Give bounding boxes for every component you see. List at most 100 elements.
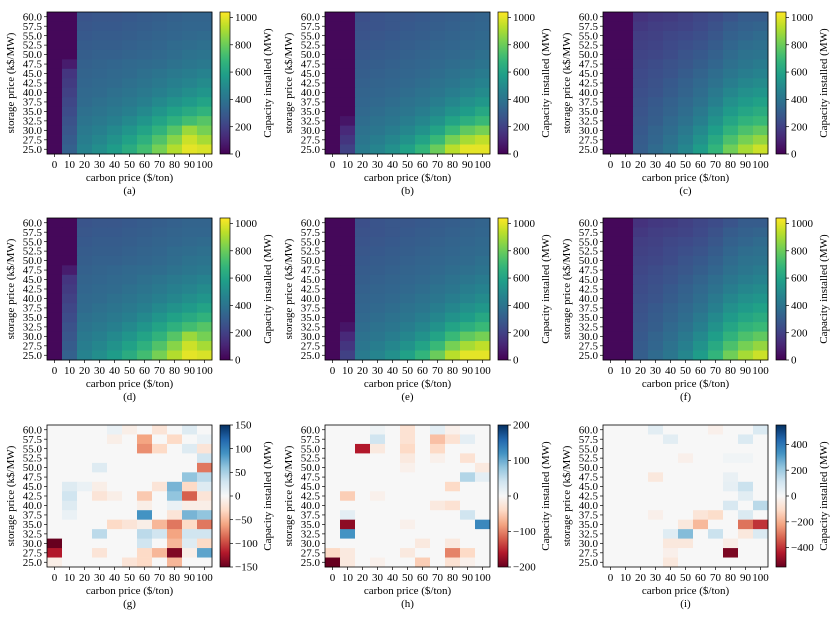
heatmap-cell [723, 125, 739, 136]
heatmap-cell [385, 49, 401, 60]
x-tick-label: 70 [432, 159, 444, 171]
heatmap-cell [415, 510, 431, 521]
heatmap-cell [355, 548, 371, 558]
heatmap-cell [618, 331, 634, 342]
heatmap-cell [152, 274, 168, 285]
heatmap-cell [137, 462, 153, 473]
heatmap-cell [753, 322, 769, 332]
heatmap-cell [92, 125, 108, 136]
heatmap-cell [678, 462, 694, 473]
colorbar-tick-label: 800 [513, 245, 530, 257]
heatmap-cell [62, 481, 78, 492]
heatmap-cell [415, 144, 431, 155]
heatmap-cell [47, 59, 63, 70]
heatmap-cell [415, 331, 431, 342]
heatmap-cell [325, 116, 341, 126]
heatmap-cell [445, 500, 461, 511]
heatmap-cell [678, 538, 694, 549]
y-tick-label: 55.0 [301, 236, 321, 248]
y-tick-label: 27.5 [301, 340, 321, 352]
y-tick-label: 25.0 [579, 350, 599, 362]
heatmap-cell [648, 218, 664, 228]
heatmap-cell [385, 322, 401, 332]
heatmap-cell [340, 350, 356, 361]
heatmap-cell [167, 265, 183, 276]
heatmap-cell [633, 218, 649, 228]
heatmap-cell [753, 510, 769, 521]
heatmap-cell [62, 472, 78, 483]
heatmap-cell [753, 472, 769, 483]
heatmap-cell [370, 529, 386, 539]
heatmap-cell [445, 425, 461, 435]
heatmap-cell [152, 510, 168, 521]
heatmap-cell [753, 227, 769, 238]
y-tick-label: 42.5 [579, 78, 599, 90]
heatmap-cell [460, 125, 476, 136]
heatmap-cell [738, 236, 754, 247]
x-tick-label: 60 [139, 159, 151, 171]
heatmap-cell [618, 284, 634, 295]
heatmap-cell [678, 491, 694, 502]
colorbar-tick-label: 0 [791, 149, 797, 161]
heatmap-cell [445, 125, 461, 136]
heatmap-cell [340, 331, 356, 342]
heatmap-cell [678, 236, 694, 247]
heatmap-cell [678, 21, 694, 32]
heatmap-cell [633, 21, 649, 32]
heatmap-cell [167, 510, 183, 521]
heatmap-cell [47, 106, 63, 117]
heatmap-cell [603, 30, 619, 41]
heatmap-cell [738, 434, 754, 445]
heatmap-cell [603, 303, 619, 314]
heatmap-cell [475, 462, 491, 473]
heatmap-cell [460, 312, 476, 323]
heatmap-cell [475, 472, 491, 483]
x-tick-label: 30 [94, 572, 106, 584]
x-tick-label: 50 [402, 365, 414, 377]
heatmap-cell [62, 236, 78, 247]
heatmap-cell [92, 59, 108, 70]
heatmap-panel-1: 60.057.555.052.550.047.545.042.540.037.5… [5, 11, 274, 197]
heatmap-cell [122, 510, 138, 521]
heatmap-cell [475, 49, 491, 60]
heatmap-cell [430, 135, 446, 145]
y-tick-label: 52.5 [301, 246, 321, 258]
heatmap-cell [663, 125, 679, 136]
heatmap-cell [400, 284, 416, 295]
x-tick-label: 100 [752, 159, 769, 171]
heatmap-cell [648, 462, 664, 473]
heatmap-cell [445, 40, 461, 51]
heatmap-cell [738, 30, 754, 41]
heatmap-cell [92, 481, 108, 492]
x-tick-label: 50 [680, 365, 692, 377]
heatmap-cell [618, 68, 634, 79]
heatmap-cell [663, 557, 679, 568]
heatmap-cell [445, 350, 461, 361]
heatmap-cell [415, 21, 431, 32]
colorbar-tick-label: 600 [791, 273, 808, 285]
heatmap-cell [738, 227, 754, 238]
heatmap-cell [708, 529, 724, 539]
heatmap-cell [77, 434, 93, 445]
heatmap-cell [678, 548, 694, 558]
heatmap-cell [475, 322, 491, 332]
heatmap-cell [77, 462, 93, 473]
heatmap-cell [197, 350, 213, 361]
y-tick-label: 47.5 [23, 265, 43, 277]
heatmap-cell [197, 491, 213, 502]
colorbar-label: Capacity installed (MW) [818, 234, 830, 344]
colorbar-tick-label: 1000 [513, 218, 536, 230]
heatmap-cell [693, 500, 709, 511]
heatmap-cell [708, 557, 724, 568]
heatmap-cell [167, 30, 183, 41]
colorbar-tick-label: −400 [791, 542, 814, 554]
heatmap-cell [77, 135, 93, 145]
colorbar-tick-label: 800 [791, 39, 808, 51]
heatmap-cell [400, 97, 416, 108]
heatmap-cell [678, 500, 694, 511]
heatmap-cell [370, 425, 386, 435]
heatmap-cell [738, 303, 754, 314]
heatmap-cell [475, 529, 491, 539]
heatmap-cell [633, 434, 649, 445]
